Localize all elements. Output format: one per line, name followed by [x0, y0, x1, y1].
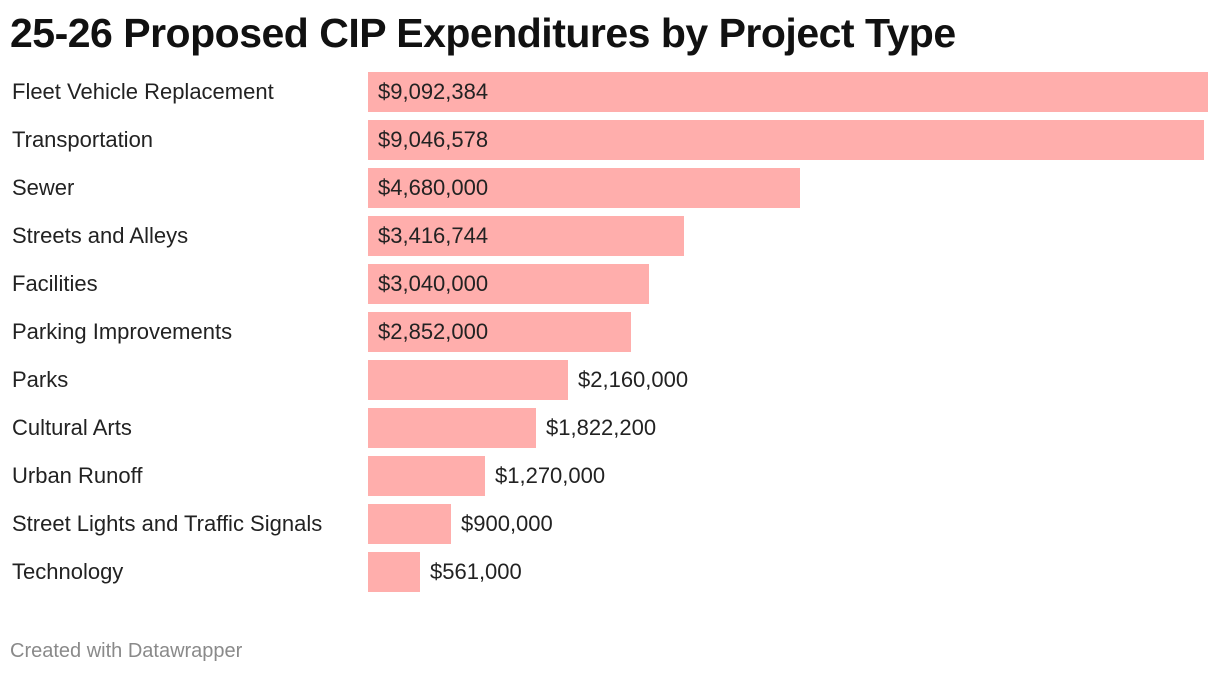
- bar-row: Transportation $9,046,578: [0, 120, 1220, 160]
- bar-row: Street Lights and Traffic Signals $900,00…: [0, 504, 1220, 544]
- bar: [368, 456, 485, 496]
- bar-row: Facilities $3,040,000: [0, 264, 1220, 304]
- category-label: Sewer: [12, 175, 75, 200]
- bar: [368, 504, 451, 544]
- bar: [368, 408, 536, 448]
- value-label: $1,270,000: [495, 463, 606, 488]
- value-label: $3,416,744: [378, 223, 489, 248]
- value-label: $9,092,384: [378, 79, 489, 104]
- value-label: $561,000: [430, 559, 522, 584]
- bar-row: Urban Runoff $1,270,000: [0, 456, 1220, 496]
- category-label: Cultural Arts: [12, 415, 132, 440]
- bar: [368, 216, 684, 256]
- value-label: $4,680,000: [378, 175, 489, 200]
- bar-row: Cultural Arts $1,822,200: [0, 408, 1220, 448]
- value-label: $900,000: [461, 511, 553, 536]
- value-label: $1,822,200: [546, 415, 657, 440]
- bar: [368, 360, 568, 400]
- category-label: Facilities: [12, 271, 98, 296]
- bar: [368, 120, 1204, 160]
- bar-row: Technology $561,000: [0, 552, 1220, 592]
- chart-title: 25-26 Proposed CIP Expenditures by Proje…: [10, 10, 956, 56]
- category-label: Urban Runoff: [12, 463, 143, 488]
- footer-credit: Created with Datawrapper: [10, 640, 243, 662]
- category-label: Transportation: [12, 127, 154, 152]
- bar: [368, 552, 420, 592]
- value-label: $2,852,000: [378, 319, 489, 344]
- bar: [368, 168, 800, 208]
- category-label: Fleet Vehicle Replacement: [12, 79, 274, 104]
- bar-row: Streets and Alleys $3,416,744: [0, 216, 1220, 256]
- bar: [368, 264, 649, 304]
- bar-row: Sewer $4,680,000: [0, 168, 1220, 208]
- value-label: $9,046,578: [378, 127, 489, 152]
- bar-row: Parking Improvements $2,852,000: [0, 312, 1220, 352]
- category-label: Street Lights and Traffic Signals: [12, 511, 323, 536]
- category-label: Parks: [12, 367, 69, 392]
- category-label: Streets and Alleys: [12, 223, 189, 248]
- bar: [368, 72, 1208, 112]
- value-label: $3,040,000: [378, 271, 489, 296]
- category-label: Technology: [12, 559, 124, 584]
- category-label: Parking Improvements: [12, 319, 233, 344]
- bar-row: Fleet Vehicle Replacement $9,092,384: [0, 72, 1220, 112]
- bar: [368, 312, 631, 352]
- value-label: $2,160,000: [578, 367, 689, 392]
- bar-chart: Fleet Vehicle Replacement $9,092,384 Trans…: [0, 72, 1220, 612]
- bar-row: Parks $2,160,000: [0, 360, 1220, 400]
